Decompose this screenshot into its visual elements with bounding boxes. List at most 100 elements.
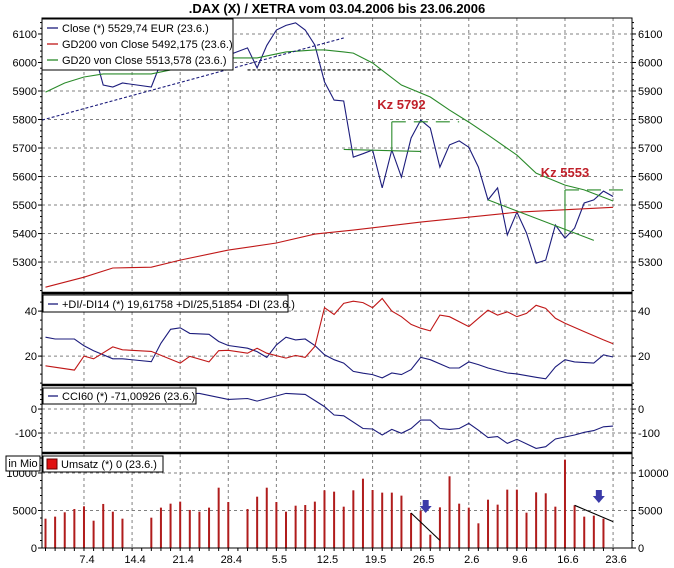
annotation-label: Kz 5553 [541,165,589,180]
volume-unit-label: in Mio [5,455,41,472]
y-tick-label-right: 20 [638,351,650,363]
volume-bar [400,495,403,548]
y-tick-label-left: -100 [15,428,37,440]
volume-bar [602,518,605,548]
volume-bar [54,516,57,548]
volume-bar [265,487,268,548]
volume-bar [188,509,191,548]
volume-bar [429,534,432,548]
legend-gd200: GD200 von Close 5492,175 (23.6.) [62,39,233,51]
volume-bar [390,492,393,548]
volume-bar [554,506,557,548]
y-tick-label-right: 5900 [638,86,662,98]
y-tick-label-right: 0 [638,543,644,555]
x-tick-label: 14.4 [124,554,145,566]
legend-cci: CCI60 (*) -71,00926 (23.6.) [42,387,197,405]
volume-bar [323,490,326,548]
volume-bar [179,501,182,548]
annotation-line [343,148,421,152]
volume-bar [583,516,586,548]
volume-bar [592,515,595,548]
volume-bar [150,517,153,548]
annotation-line [410,512,441,541]
y-tick-label-left: 6100 [13,29,37,41]
y-tick-label-left: 5500 [13,200,37,212]
x-tick-label: 12.5 [317,554,338,566]
x-tick-label: 23.6 [605,554,626,566]
volume-bar [82,506,85,548]
y-tick-label-left: 5400 [13,229,37,241]
legend-price: Close (*) 5529,74 EUR (23.6.) GD200 von … [41,18,234,71]
volume-bar [342,506,345,548]
volume-bar [285,511,287,548]
annotation-label: Kz 5792 [377,97,425,112]
volume-bar [352,490,355,548]
volume-bar [227,502,230,548]
arrow-down-icon [592,489,605,503]
series-line-0-0 [45,22,614,264]
y-tick-label-left: 5000 [13,505,37,517]
volume-bar [419,510,422,548]
chart-marks: Kz 5792 Kz 5553 [41,22,628,548]
volume-bar [496,504,499,548]
y-tick-label-right: 5000 [638,505,662,517]
volume-bar [159,507,162,548]
volume-bar [410,512,413,548]
volume-bar [438,507,441,548]
y-tick-label-right: 10000 [638,468,669,480]
legend-volume: Umsatz (*) 0 (23.6.) [42,455,164,473]
volume-bar [313,501,316,548]
legend-dmi-text: +DI/-DI14 (*) 19,61758 +DI/25,51854 -DI … [62,299,295,311]
y-tick-label-right: 5600 [638,172,662,184]
series-line-0-2 [45,49,614,202]
legend-volume-text: Umsatz (*) 0 (23.6.) [61,459,157,471]
x-tick-label: 28.4 [221,554,242,566]
y-tick-label-right: 5700 [638,143,662,155]
y-tick-label-left: 0 [31,543,37,555]
y-tick-label-right: 5400 [638,229,662,241]
volume-bar [506,489,509,548]
chart-title: .DAX (X) / XETRA vom 03.04.2006 bis 23.0… [189,1,486,16]
series-line-2-0 [189,392,614,449]
volume-bar [487,499,490,548]
volume-bar [467,507,470,548]
y-tick-label-right: 6000 [638,57,662,69]
annotation-line [574,504,614,523]
volume-bar [275,502,278,548]
y-tick-label-left: 6000 [13,57,37,69]
volume-bar [102,503,105,548]
y-tick-label-left: 20 [25,351,37,363]
x-tick-label: 16.6 [557,554,578,566]
volume-bar [525,512,528,548]
volume-bar [121,518,124,548]
series-line-1-1 [45,297,614,371]
volume-bar [515,489,518,548]
x-tick-label: 5.5 [272,554,287,566]
volume-bar [304,505,307,548]
legend-cci-text: CCI60 (*) -71,00926 (23.6.) [62,391,195,403]
axes: 7.4 14.4 21.4 28.4 5.5 12.5 19.5 26.5 2.6 9.6 16.6… [6,22,669,566]
x-tick-label: 19.5 [365,554,386,566]
volume-bar [371,490,374,548]
volume-bar [73,508,76,548]
plot-frame [41,17,633,549]
legend-close: Close (*) 5529,74 EUR (23.6.) [62,23,209,35]
y-tick-label-right: 6100 [638,29,662,41]
volume-bar [563,459,566,548]
x-tick-label: 26.5 [413,554,434,566]
y-tick-label-left: 5700 [13,143,37,155]
legend-dmi: +DI/-DI14 (*) 19,61758 +DI/25,51854 -DI … [42,294,295,313]
volume-bar [44,518,47,548]
volume-bar [333,491,336,548]
x-tick-label: 21.4 [172,554,193,566]
y-tick-label-left: 0 [31,404,37,416]
volume-bar [448,476,451,548]
volume-bar [477,523,480,548]
y-tick-label-left: 5300 [13,257,37,269]
y-tick-label-left: 5900 [13,86,37,98]
volume-bar [111,511,114,548]
y-tick-label-right: 0 [638,404,644,416]
volume-bar [458,503,461,548]
volume-bar [92,520,95,548]
legend-swatch-volume [46,458,58,470]
